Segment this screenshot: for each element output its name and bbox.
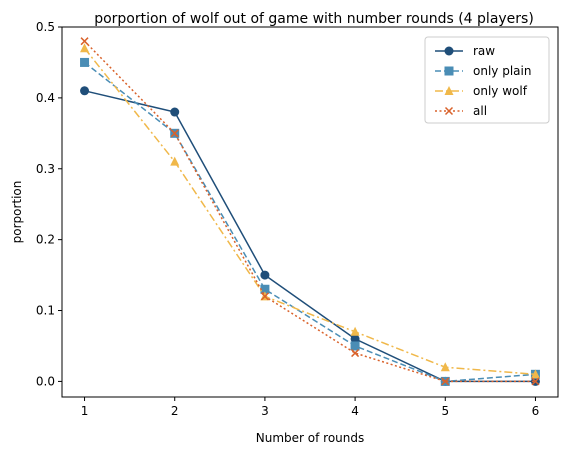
legend-item-only-wolf: only wolf bbox=[435, 84, 528, 98]
y-axis-label: porportion bbox=[10, 181, 24, 244]
series-all bbox=[80, 37, 540, 386]
x-tick-label: 3 bbox=[261, 404, 269, 418]
plot-frame bbox=[61, 26, 559, 398]
x-tick-label: 1 bbox=[81, 404, 89, 418]
y-tick-label: 0.4 bbox=[36, 91, 55, 105]
y-axis: 0.0 0.1 0.2 0.3 0.4 0.5 bbox=[36, 20, 62, 388]
data-point-only-wolf bbox=[170, 156, 180, 166]
data-point-raw bbox=[170, 107, 180, 117]
data-point-only-plain bbox=[260, 284, 270, 294]
chart-title: porportion of wolf out of game with numb… bbox=[94, 11, 534, 27]
plot-area bbox=[80, 37, 540, 386]
y-tick-label: 0.2 bbox=[36, 233, 55, 247]
y-tick-label: 0.5 bbox=[36, 20, 55, 34]
legend-item-only-plain: only plain bbox=[435, 64, 531, 78]
x-tick-label: 5 bbox=[441, 404, 449, 418]
data-point-all bbox=[170, 129, 179, 138]
y-tick-label: 0.0 bbox=[36, 374, 55, 388]
x-axis: 1 2 3 4 5 6 bbox=[81, 397, 540, 418]
legend-item-raw: raw bbox=[435, 44, 495, 58]
data-point-only-plain bbox=[350, 341, 360, 351]
series-line-only-plain bbox=[84, 61, 536, 383]
series-line-raw bbox=[84, 90, 536, 383]
series-raw bbox=[80, 86, 540, 386]
legend-label: raw bbox=[473, 44, 495, 58]
x-axis-label: Number of rounds bbox=[256, 431, 365, 445]
legend-marker bbox=[444, 66, 454, 76]
legend-marker bbox=[444, 106, 454, 116]
series-line-only-wolf bbox=[83, 47, 536, 376]
data-point-all bbox=[351, 349, 360, 358]
data-point-all bbox=[80, 37, 89, 46]
x-tick-label: 6 bbox=[532, 404, 540, 418]
series-line-all bbox=[84, 40, 536, 383]
x-tick-label: 4 bbox=[351, 404, 359, 418]
data-point-raw bbox=[350, 334, 360, 344]
legend-marker bbox=[444, 46, 454, 56]
data-point-all bbox=[260, 292, 269, 301]
data-point-only-wolf bbox=[530, 369, 540, 379]
legend-label: only wolf bbox=[473, 84, 528, 98]
legend-label: all bbox=[473, 104, 487, 118]
data-point-only-wolf bbox=[440, 362, 450, 372]
data-point-only-plain bbox=[80, 57, 90, 67]
data-point-only-wolf bbox=[350, 326, 360, 336]
data-point-only-wolf bbox=[80, 43, 90, 53]
data-point-raw bbox=[80, 86, 90, 96]
legend-box bbox=[424, 36, 550, 124]
x-tick-label: 2 bbox=[171, 404, 179, 418]
legend: raw only plain only wolf all bbox=[424, 36, 550, 124]
data-point-all bbox=[441, 377, 450, 386]
data-point-all bbox=[531, 377, 540, 386]
legend-item-all: all bbox=[435, 104, 487, 118]
legend-marker bbox=[444, 86, 454, 95]
data-point-raw bbox=[260, 270, 270, 280]
y-tick-label: 0.3 bbox=[36, 162, 55, 176]
legend-label: only plain bbox=[473, 64, 531, 78]
y-tick-label: 0.1 bbox=[36, 304, 55, 318]
